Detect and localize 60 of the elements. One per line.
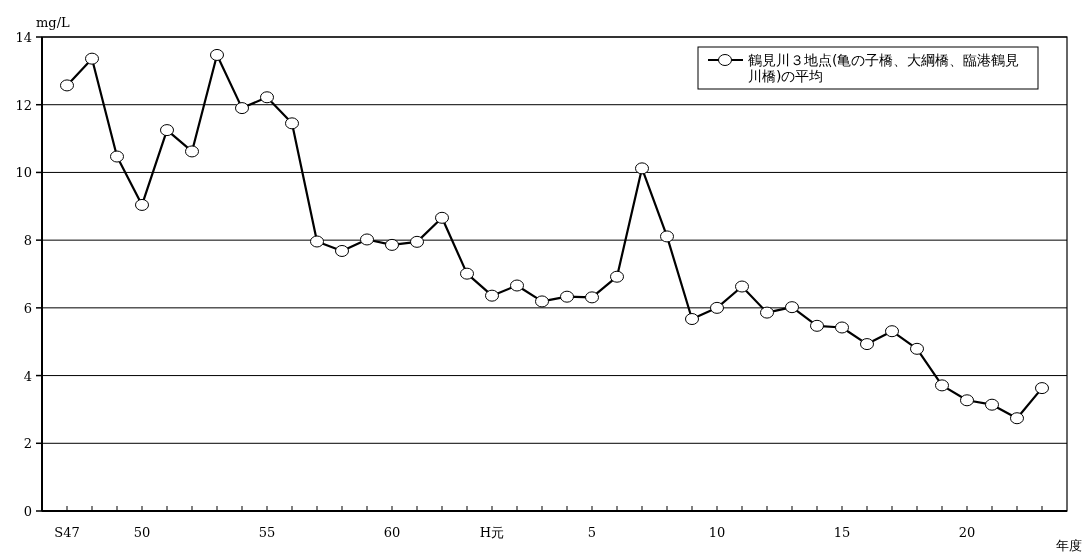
y-axis-title: mg/L <box>36 15 71 30</box>
y-tick-label: 0 <box>23 504 32 519</box>
point <box>285 117 299 130</box>
y-tick-label: 2 <box>23 436 32 452</box>
point <box>360 233 374 246</box>
x-tick-label: 50 <box>133 525 151 540</box>
x-tick-label: S47 <box>54 525 80 540</box>
point <box>335 244 349 257</box>
point <box>960 394 974 407</box>
x-axis-title: 年度 <box>1056 538 1082 553</box>
point <box>660 230 674 243</box>
point <box>460 267 474 280</box>
y-tick-label: 4 <box>23 368 32 384</box>
point <box>835 321 849 334</box>
point <box>135 198 149 211</box>
point <box>85 52 99 65</box>
point <box>510 279 524 292</box>
point <box>810 319 824 332</box>
y-tick-label: 14 <box>15 30 32 45</box>
x-tick-label: 55 <box>258 525 276 540</box>
point <box>860 338 874 351</box>
point <box>435 211 449 224</box>
x-tick-label: 60 <box>383 525 401 540</box>
point <box>310 235 324 248</box>
point <box>160 124 174 137</box>
x-tick-label: 20 <box>958 525 976 540</box>
y-tick-label: 6 <box>23 300 32 316</box>
x-tick-label: 10 <box>708 525 726 540</box>
point <box>110 150 124 163</box>
y-tick-label: 10 <box>15 165 32 181</box>
point <box>685 313 699 326</box>
point <box>1010 412 1024 425</box>
point <box>585 291 599 304</box>
point <box>610 270 624 283</box>
point <box>560 290 574 303</box>
legend-label: 鶴見川３地点(亀の子橋、大綱橋、臨港鶴見川橋)の平均 <box>748 52 1020 84</box>
x-tick-label: 5 <box>587 525 597 540</box>
point <box>1035 382 1049 395</box>
point <box>185 145 199 158</box>
point <box>985 398 999 411</box>
point <box>710 301 724 314</box>
point <box>635 162 649 175</box>
point <box>760 306 774 319</box>
point <box>485 289 499 302</box>
point <box>935 379 949 392</box>
point <box>910 342 924 355</box>
point <box>235 102 249 115</box>
x-tick-label: 15 <box>833 525 851 540</box>
x-tick-label: H元 <box>479 525 505 540</box>
point <box>60 79 74 92</box>
y-tick-label: 8 <box>23 233 32 249</box>
point <box>735 280 749 293</box>
point <box>410 235 424 248</box>
point <box>535 295 549 308</box>
point <box>260 91 274 104</box>
point <box>385 238 399 251</box>
y-tick-label: 12 <box>15 97 32 113</box>
point <box>885 325 899 338</box>
point <box>210 48 224 61</box>
point <box>785 301 799 314</box>
